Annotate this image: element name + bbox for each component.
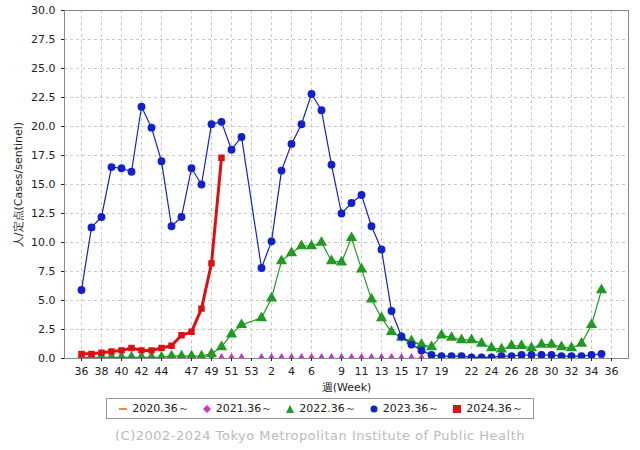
svg-text:30.0: 30.0 <box>31 4 56 17</box>
svg-text:人/定点(Cases/sentinel): 人/定点(Cases/sentinel) <box>12 122 25 247</box>
svg-text:36: 36 <box>605 365 619 378</box>
svg-text:34: 34 <box>585 365 599 378</box>
svg-text:週(Week): 週(Week) <box>322 381 372 394</box>
svg-text:15.0: 15.0 <box>31 178 56 191</box>
html-text:(C)2002-2024 Tokyo Metropolita: (C)2002-2024 Tokyo Metropolitan Institut… <box>115 428 525 443</box>
svg-text:27.5: 27.5 <box>31 33 56 46</box>
svg-text:9: 9 <box>338 365 345 378</box>
svg-text:17: 17 <box>415 365 429 378</box>
svg-text:12.5: 12.5 <box>31 207 56 220</box>
svg-text:20.0: 20.0 <box>31 120 56 133</box>
svg-text:24: 24 <box>485 365 499 378</box>
svg-text:22.5: 22.5 <box>31 91 56 104</box>
svg-text:44: 44 <box>155 365 169 378</box>
svg-text:10.0: 10.0 <box>31 236 56 249</box>
svg-text:22: 22 <box>465 365 479 378</box>
svg-text:26: 26 <box>505 365 519 378</box>
html-text:2023.36～: 2023.36～ <box>382 402 440 415</box>
svg-text:49: 49 <box>205 365 219 378</box>
html-text:2024.36～: 2024.36～ <box>466 402 523 415</box>
svg-text:30: 30 <box>545 365 559 378</box>
svg-text:17.5: 17.5 <box>31 149 56 162</box>
svg-text:0.0: 0.0 <box>38 352 56 365</box>
svg-text:5.0: 5.0 <box>38 294 56 307</box>
svg-text:38: 38 <box>95 365 109 378</box>
svg-text:32: 32 <box>565 365 579 378</box>
svg-text:53: 53 <box>245 365 259 378</box>
svg-text:28: 28 <box>525 365 539 378</box>
svg-text:7.5: 7.5 <box>38 265 56 278</box>
html-text:2020.36～: 2020.36～ <box>132 402 189 415</box>
svg-text:4: 4 <box>288 365 295 378</box>
svg-text:6: 6 <box>308 365 315 378</box>
svg-text:51: 51 <box>225 365 239 378</box>
svg-text:2: 2 <box>268 365 275 378</box>
svg-text:2.5: 2.5 <box>38 323 56 336</box>
html-text:2021.36～: 2021.36～ <box>215 402 273 415</box>
svg-text:11: 11 <box>355 365 369 378</box>
svg-text:36: 36 <box>75 365 89 378</box>
svg-text:40: 40 <box>115 365 129 378</box>
svg-text:47: 47 <box>185 365 199 378</box>
html-text:2022.36～: 2022.36～ <box>299 402 356 415</box>
svg-text:13: 13 <box>375 365 389 378</box>
svg-text:15: 15 <box>395 365 409 378</box>
svg-text:25.0: 25.0 <box>31 62 56 75</box>
svg-text:42: 42 <box>135 365 149 378</box>
svg-text:19: 19 <box>435 365 449 378</box>
